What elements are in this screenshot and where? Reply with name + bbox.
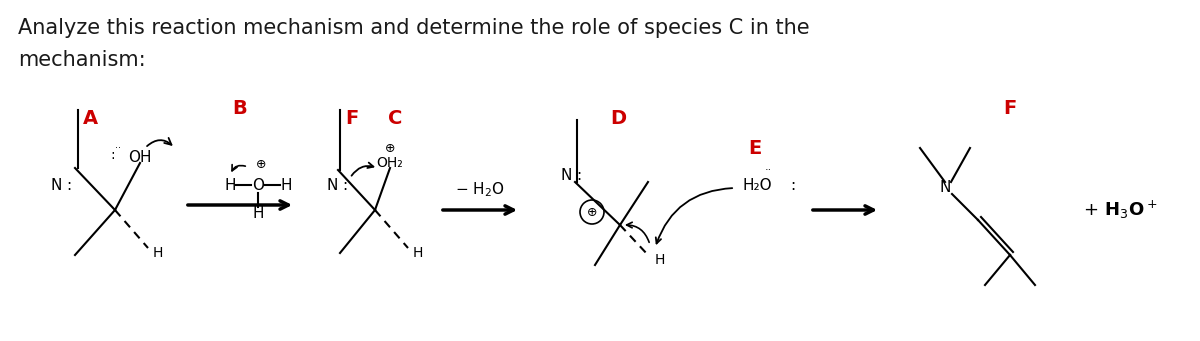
Text: B: B <box>233 99 247 118</box>
Text: :: : <box>66 178 71 193</box>
Text: H: H <box>152 246 163 260</box>
Text: N: N <box>940 180 950 195</box>
Text: H: H <box>281 178 292 193</box>
Text: :: : <box>110 148 115 162</box>
Text: H: H <box>655 253 665 267</box>
Text: ⊕: ⊕ <box>256 159 266 172</box>
Text: O: O <box>252 178 264 193</box>
Text: H₂O: H₂O <box>742 178 772 193</box>
Text: H: H <box>224 178 235 193</box>
Text: A: A <box>83 108 97 128</box>
Text: ··: ·· <box>115 143 121 153</box>
Text: N: N <box>326 178 338 193</box>
Text: D: D <box>610 108 626 128</box>
Text: H: H <box>252 206 264 221</box>
Text: ··: ·· <box>764 165 772 175</box>
Text: N: N <box>50 178 62 193</box>
Text: ⊕: ⊕ <box>587 206 598 219</box>
Text: $+$ H$_3$O$^+$: $+$ H$_3$O$^+$ <box>1082 199 1157 221</box>
Text: F: F <box>346 108 359 128</box>
Text: OH: OH <box>128 149 151 164</box>
Text: OH₂: OH₂ <box>377 156 403 170</box>
Text: C: C <box>388 108 402 128</box>
Text: Analyze this reaction mechanism and determine the role of species C in the: Analyze this reaction mechanism and dete… <box>18 18 810 38</box>
Text: :: : <box>790 178 796 193</box>
Text: N: N <box>560 167 572 182</box>
Text: E: E <box>749 138 762 158</box>
Text: mechanism:: mechanism: <box>18 50 145 70</box>
Text: $-$ H$_2$O: $-$ H$_2$O <box>455 181 505 199</box>
Text: H: H <box>413 246 424 260</box>
Text: :: : <box>576 167 581 182</box>
Text: F: F <box>1003 99 1016 118</box>
Text: :: : <box>342 178 347 193</box>
Text: ⊕: ⊕ <box>385 142 395 154</box>
